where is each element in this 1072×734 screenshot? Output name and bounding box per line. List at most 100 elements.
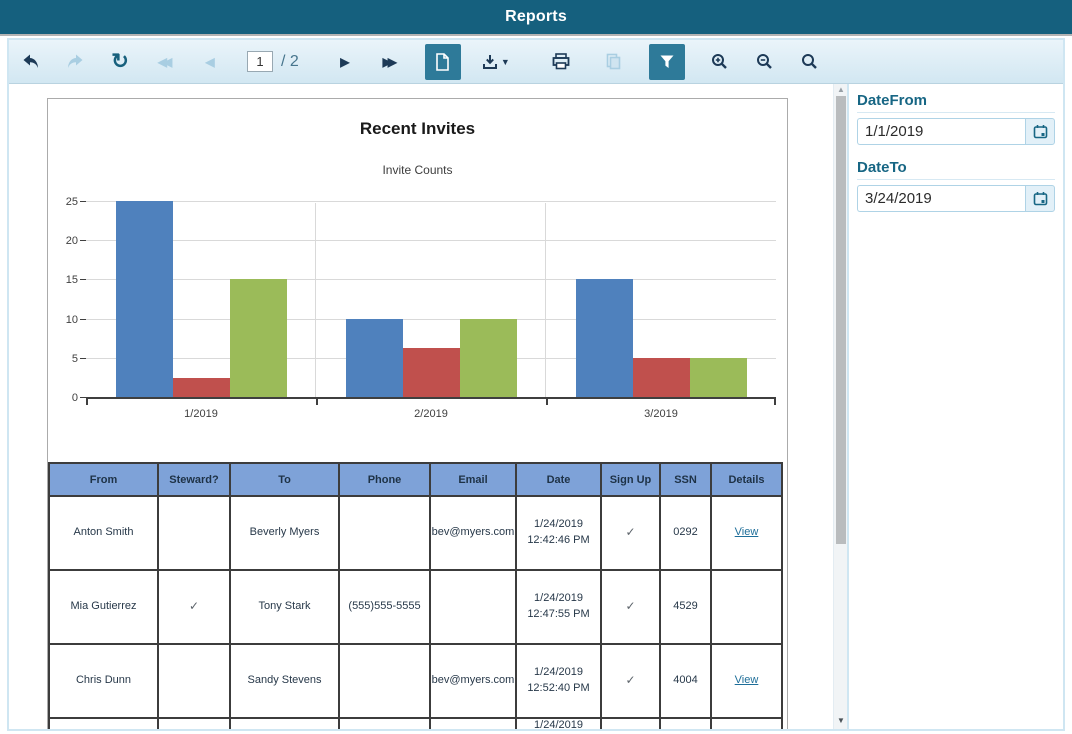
print-button[interactable] [543,44,579,80]
last-page-button[interactable]: ▶▶ [372,44,408,80]
bar-chart: 0 5 10 15 20 25 [66,196,776,405]
date-to-label: DateTo [857,159,1055,180]
refresh-button[interactable]: ↻ [102,44,138,80]
cell-ssn [659,717,712,729]
forward-button [57,44,93,80]
date-from-parameter: DateFrom [857,92,1055,145]
cell-from: Chris Dunn [48,643,159,719]
date-to-calendar-button[interactable] [1025,185,1055,212]
app-title-bar: Reports [0,0,1072,36]
date-from-calendar-button[interactable] [1025,118,1055,145]
back-button[interactable] [12,44,48,80]
cell-sign_up: ✓ [600,495,661,571]
cell-to: Sandy Stevens [229,643,340,719]
page-area: Recent Invites Invite Counts 0 5 10 15 20 25 … [9,84,833,729]
cell-date: 1/24/2019 12:52:40 PM [515,643,602,719]
page-view-toggle-button[interactable] [424,43,461,80]
vertical-scrollbar[interactable]: ▲ ▼ [833,84,847,729]
cell-details [710,569,783,645]
cell-email: bev@myers.com [429,495,517,571]
x-axis-tick-label: 1/2019 [184,408,218,420]
zoom-search-button[interactable] [792,44,828,80]
cell-to: Beverly Myers [229,495,340,571]
column-header: Steward? [157,462,231,497]
y-axis-tick-label: 0 [71,392,78,404]
zoom-in-icon [712,54,728,69]
cell-to: Tony Stark [229,569,340,645]
zoom-out-button[interactable] [747,44,783,80]
zoom-in-button[interactable] [702,44,738,80]
cell-ssn: 0292 [659,495,712,571]
cell-ssn: 4529 [659,569,712,645]
report-table: From Steward? To Phone Email Date Sign Up SSN De… [48,462,783,729]
calendar-icon [1033,125,1047,139]
scroll-up-icon[interactable]: ▲ [837,85,845,94]
back-icon [23,54,38,68]
first-page-button: ◀◀ [147,44,183,80]
previous-page-icon: ◀ [205,54,215,69]
cell-sign_up: ✓ [600,569,661,645]
filter-button[interactable] [648,43,685,80]
download-button[interactable]: ▼ [478,44,514,80]
page-total-label: / 2 [281,52,299,70]
cell-details [710,717,783,729]
cell-phone [338,643,431,719]
view-details-link[interactable]: View [734,526,759,539]
table-row: Mia Gutierrez ✓ Tony Stark (555)555-5555 1/2… [48,569,783,645]
bar-blue [345,318,403,397]
table-row: Anton Smith Beverly Myers bev@myers.com 1/2… [48,495,783,571]
last-page-icon: ▶▶ [382,54,398,69]
x-axis-tick-label: 2/2019 [414,408,448,420]
y-axis-tick-label: 20 [65,235,78,248]
next-page-icon: ▶ [340,54,350,69]
column-header: To [229,462,340,497]
bar-green [229,279,287,397]
y-axis-tick-label: 5 [71,352,78,365]
copy-icon [607,53,621,70]
view-details-link[interactable]: View [734,674,759,687]
report-title: Recent Invites [359,119,476,138]
column-header: Date [515,462,602,497]
next-page-button[interactable]: ▶ [327,44,363,80]
date-to-input[interactable] [857,185,1025,212]
forward-icon [67,54,82,68]
cell-steward [157,495,231,571]
date-from-input[interactable] [857,118,1025,145]
checkmark: ✓ [625,673,636,688]
table-header-row: From Steward? To Phone Email Date Sign Up SSN De… [48,462,783,497]
cell-to [229,717,340,729]
download-caret-icon: ▼ [500,56,510,67]
cell-details: View [710,643,783,719]
column-header: Details [710,462,783,497]
cell-from: Anton Smith [48,495,159,571]
table-row: Chris Dunn Sandy Stevens bev@myers.com 1/24… [48,643,783,719]
scrollbar-thumb[interactable] [836,96,846,544]
cell-from [48,717,159,729]
bar-group [316,203,546,397]
cell-email [429,569,517,645]
bar-red [402,348,460,397]
cell-date: 1/24/2019 12:47:55 PM [515,569,602,645]
bar-red [172,378,230,397]
cell-date: 1/24/2019 [515,717,602,729]
parameters-panel: DateFrom DateTo [847,84,1063,729]
bar-group [86,201,316,397]
checkmark: ✓ [188,599,200,614]
cell-phone [338,717,431,729]
viewer-content: Recent Invites Invite Counts 0 5 10 15 20 25 … [9,84,1063,729]
checkmark: ✓ [625,599,636,614]
cell-details: View [710,495,783,571]
cell-from: Mia Gutierrez [48,569,159,645]
page-number-input[interactable] [247,51,273,72]
viewer-toolbar: ↻ ◀◀ ◀ / 2 ▶ ▶▶ [9,40,1063,84]
column-header: From [48,462,159,497]
bar-blue [115,201,173,397]
refresh-icon: ↻ [111,50,129,73]
download-icon [482,54,497,69]
bar-group [546,203,776,397]
y-axis-tick-label: 10 [65,313,78,326]
cell-phone: (555)555-5555 [338,569,431,645]
cell-ssn: 4004 [659,643,712,719]
bar-red [632,357,690,397]
scroll-down-icon[interactable]: ▼ [837,716,845,725]
